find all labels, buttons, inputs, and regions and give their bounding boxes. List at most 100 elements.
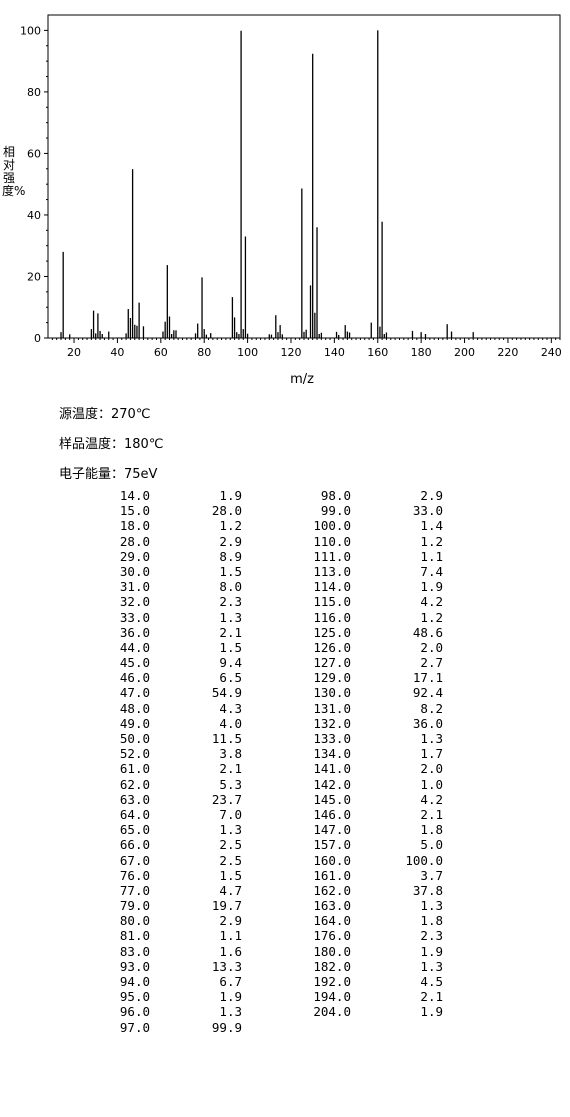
mz-value-cell: 132.0 bbox=[313, 715, 351, 731]
intensity-value-cell: 48.6 bbox=[412, 624, 443, 640]
intensity-value-cell: 1.9 bbox=[420, 943, 443, 959]
x-tick-label: 140 bbox=[324, 346, 345, 359]
intensity-value-cell: 2.1 bbox=[219, 624, 242, 640]
mz-value-cell: 142.0 bbox=[313, 776, 351, 792]
intensity-value-cell: 4.0 bbox=[219, 715, 242, 731]
intensity-value-cell: 1.5 bbox=[219, 639, 242, 655]
mz-value-cell: 164.0 bbox=[313, 913, 351, 929]
intensity-value-cell: 100.0 bbox=[405, 852, 443, 868]
intensity-value-cell: 5.3 bbox=[219, 776, 242, 792]
mz-value-cell: 126.0 bbox=[313, 639, 351, 655]
mz-value-cell: 18.0 bbox=[119, 518, 150, 534]
x-tick-label: 20 bbox=[67, 346, 81, 359]
x-tick-label: 120 bbox=[280, 346, 301, 359]
x-tick-label: 180 bbox=[411, 346, 432, 359]
intensity-value-cell: 2.7 bbox=[420, 655, 443, 671]
intensity-value-cell: 7.0 bbox=[219, 806, 242, 822]
y-tick-label: 40 bbox=[27, 209, 41, 222]
mz-value-cell: 141.0 bbox=[313, 761, 351, 777]
intensity-value-cell: 1.3 bbox=[420, 731, 443, 746]
table-left-mz-column: 14.0 15.0 18.0 28.0 29.0 30.0 31.0 32.0 33.0 36.0… bbox=[90, 488, 150, 1035]
mz-value-cell: 80.0 bbox=[119, 913, 150, 929]
mz-value-cell: 79.0 bbox=[119, 898, 150, 914]
intensity-value-cell: 6.5 bbox=[219, 670, 242, 686]
intensity-value-cell: 2.1 bbox=[420, 989, 443, 1005]
intensity-value-cell: 9.4 bbox=[219, 655, 242, 671]
mz-value-cell: 45.0 bbox=[119, 655, 150, 671]
intensity-value-cell: 92.4 bbox=[412, 685, 443, 701]
intensity-value-cell: 1.2 bbox=[219, 518, 242, 534]
intensity-value-cell: 1.0 bbox=[420, 776, 443, 792]
mz-value-cell: 15.0 bbox=[119, 503, 150, 519]
y-tick-label: 100 bbox=[20, 24, 41, 37]
mz-value-cell: 32.0 bbox=[119, 594, 150, 610]
mz-value-cell: 176.0 bbox=[313, 928, 351, 944]
mz-value-cell: 46.0 bbox=[119, 670, 150, 686]
intensity-value-cell: 19.7 bbox=[211, 898, 242, 914]
mz-value-cell: 130.0 bbox=[313, 685, 351, 701]
mz-value-cell: 146.0 bbox=[313, 806, 351, 822]
intensity-value-cell: 54.9 bbox=[211, 685, 242, 701]
intensity-value-cell: 8.9 bbox=[219, 548, 242, 564]
mz-value-cell: 49.0 bbox=[119, 715, 150, 731]
mz-value-cell: 113.0 bbox=[313, 563, 351, 579]
mz-value-cell: 129.0 bbox=[313, 670, 351, 686]
intensity-value-cell: 2.0 bbox=[420, 639, 443, 655]
mz-value-cell: 31.0 bbox=[119, 579, 150, 595]
electron-energy: 电子能量：75eV bbox=[59, 467, 158, 482]
intensity-value-cell: 36.0 bbox=[412, 715, 443, 731]
mz-value-cell: 65.0 bbox=[119, 822, 150, 838]
intensity-value-cell: 1.3 bbox=[420, 898, 443, 914]
mz-value-cell: 36.0 bbox=[119, 624, 150, 640]
intensity-value-cell: 2.0 bbox=[420, 761, 443, 777]
x-tick-label: 100 bbox=[237, 346, 258, 359]
intensity-value-cell: 7.4 bbox=[420, 563, 443, 579]
mz-value-cell: 97.0 bbox=[119, 1019, 150, 1035]
intensity-value-cell: 1.5 bbox=[219, 563, 242, 579]
intensity-value-cell: 4.7 bbox=[219, 882, 242, 898]
x-tick-label: 80 bbox=[197, 346, 211, 359]
mz-value-cell: 48.0 bbox=[119, 700, 150, 716]
x-tick-label: 240 bbox=[541, 346, 562, 359]
mz-value-cell: 47.0 bbox=[119, 685, 150, 701]
intensity-value-cell: 2.9 bbox=[420, 488, 443, 503]
mz-value-cell: 93.0 bbox=[119, 958, 150, 974]
intensity-value-cell: 1.8 bbox=[420, 913, 443, 929]
mz-value-cell: 30.0 bbox=[119, 563, 150, 579]
intensity-value-cell: 4.3 bbox=[219, 700, 242, 716]
mz-value-cell: 182.0 bbox=[313, 958, 351, 974]
mz-value-cell: 44.0 bbox=[119, 639, 150, 655]
intensity-value-cell: 2.1 bbox=[219, 761, 242, 777]
mz-value-cell: 114.0 bbox=[313, 579, 351, 595]
mz-value-cell: 67.0 bbox=[119, 852, 150, 868]
mz-value-cell: 163.0 bbox=[313, 898, 351, 914]
mz-value-cell: 83.0 bbox=[119, 943, 150, 959]
intensity-value-cell: 99.9 bbox=[211, 1019, 242, 1035]
intensity-value-cell: 1.1 bbox=[219, 928, 242, 944]
mz-value-cell: 160.0 bbox=[313, 852, 351, 868]
mz-value-cell: 63.0 bbox=[119, 791, 150, 807]
intensity-value-cell: 1.9 bbox=[420, 1004, 443, 1020]
intensity-value-cell: 1.3 bbox=[219, 822, 242, 838]
mz-value-cell: 134.0 bbox=[313, 746, 351, 762]
intensity-value-cell: 1.5 bbox=[219, 867, 242, 883]
intensity-value-cell: 23.7 bbox=[211, 791, 242, 807]
x-tick-label: 60 bbox=[154, 346, 168, 359]
y-tick-label: 80 bbox=[27, 86, 41, 99]
mz-value-cell: 116.0 bbox=[313, 609, 351, 625]
mz-value-cell: 100.0 bbox=[313, 518, 351, 534]
intensity-value-cell: 2.9 bbox=[219, 913, 242, 929]
y-tick-label: 60 bbox=[27, 147, 41, 160]
mz-value-cell: 62.0 bbox=[119, 776, 150, 792]
mz-value-cell: 161.0 bbox=[313, 867, 351, 883]
intensity-value-cell: 1.6 bbox=[219, 943, 242, 959]
table-left-intensity-column: 1.9 28.0 1.2 2.9 8.9 1.5 8.0 2.3 1.3 2.1 1.5 9.4 6.5… bbox=[182, 488, 242, 1035]
mz-value-cell: 147.0 bbox=[313, 822, 351, 838]
mz-value-cell: 33.0 bbox=[119, 609, 150, 625]
mz-value-cell: 50.0 bbox=[119, 731, 150, 746]
intensity-value-cell: 3.7 bbox=[420, 867, 443, 883]
intensity-value-cell: 1.9 bbox=[420, 579, 443, 595]
intensity-value-cell: 1.2 bbox=[420, 609, 443, 625]
intensity-value-cell: 5.0 bbox=[420, 837, 443, 853]
mz-value-cell: 52.0 bbox=[119, 746, 150, 762]
